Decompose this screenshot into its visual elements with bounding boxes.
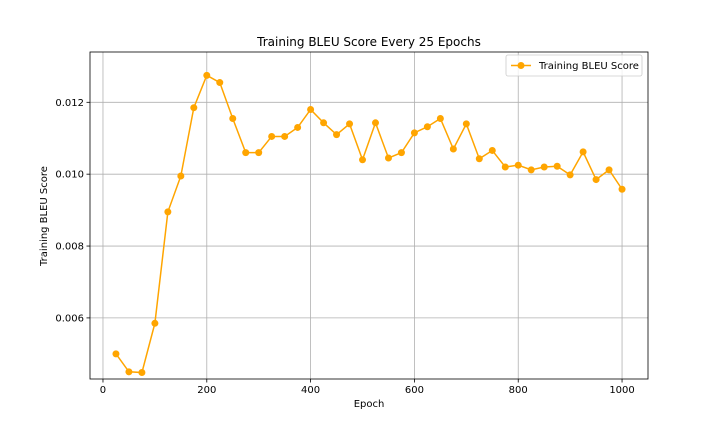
data-point [359,156,367,164]
x-axis-ticks: 0 200 400 600 800 1000 [100,379,635,396]
data-point [307,105,315,113]
x-tick-label: 0 [100,385,106,396]
legend: Training BLEU Score [505,54,643,77]
data-point [618,185,626,193]
data-point [203,71,211,79]
data-point [501,163,509,171]
x-tick-label: 200 [197,385,216,396]
y-tick-label: 0.008 [55,242,84,253]
x-tick-label: 400 [301,385,320,396]
chart-title: Training BLEU Score Every 25 Epochs [256,35,481,49]
data-point [346,120,354,128]
data-point [436,114,444,122]
data-point [566,171,574,179]
data-point [384,154,392,162]
plot-area-frame [89,51,649,380]
legend-entry-label: Training BLEU Score [538,61,639,72]
data-point [488,146,496,154]
data-point [216,79,224,87]
data-point [151,319,159,327]
data-point [475,155,483,163]
x-tick-label: 800 [509,385,528,396]
data-point [553,162,561,170]
data-point [164,208,172,216]
data-point [294,123,302,131]
legend-box [505,54,643,77]
data-point [125,368,133,376]
y-axis-label: Training BLEU Score [39,166,50,267]
data-point [229,114,237,122]
data-point [605,166,613,174]
x-tick-label: 600 [405,385,424,396]
data-point [242,149,250,157]
data-series [112,71,626,377]
data-point [333,131,341,139]
data-point [190,104,198,112]
data-point [320,119,328,127]
data-point [410,129,418,137]
legend-marker-swatch [517,62,525,69]
data-point [255,149,263,157]
data-point [281,132,289,140]
y-axis-ticks: 0.006 0.008 0.010 0.012 [55,98,90,324]
data-point [138,369,146,377]
y-tick-label: 0.012 [55,98,84,109]
data-point [371,119,379,127]
x-tick-label: 1000 [609,385,634,396]
data-point [268,132,276,140]
data-point [423,123,431,131]
data-point [449,145,457,153]
y-tick-label: 0.006 [55,313,84,324]
series-line [115,74,623,374]
data-point [177,172,185,180]
data-point [579,148,587,156]
data-point [112,350,120,358]
x-axis-label: Epoch [354,399,385,410]
data-point [514,161,522,169]
data-point [527,166,535,174]
y-tick-label: 0.010 [55,170,84,181]
data-point [592,176,600,184]
data-point [540,163,548,171]
data-point [397,149,405,157]
data-point [462,120,470,128]
